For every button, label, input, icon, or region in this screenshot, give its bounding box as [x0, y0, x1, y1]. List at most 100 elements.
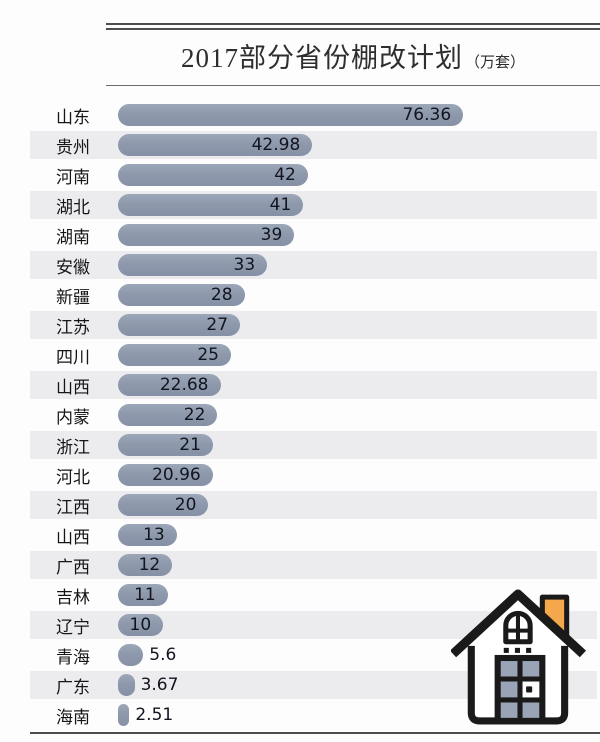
bar: 12 [118, 554, 173, 576]
value-label: 76.36 [402, 105, 452, 125]
bar: 41 [118, 194, 304, 216]
category-label: 广东 [56, 677, 90, 698]
bar-track: 3.67 [118, 670, 600, 700]
category-label: 新疆 [56, 287, 90, 308]
category-label: 湖南 [56, 227, 90, 248]
bar [118, 704, 130, 726]
bar-row: 广西 12 [0, 550, 600, 580]
bar-row: 贵州 42.98 [0, 130, 600, 160]
bar: 21 [118, 434, 213, 456]
category-label: 河北 [56, 467, 90, 488]
bar: 76.36 [118, 104, 464, 126]
bar: 10 [118, 614, 164, 636]
bar-row: 浙江 21 [0, 430, 600, 460]
house-dots [503, 647, 532, 653]
chart-header: 2017部分省份棚改计划 （万套） [106, 36, 600, 82]
bar-row: 湖南 39 [0, 220, 600, 250]
chart-title-unit: （万套） [464, 55, 525, 71]
value-label: 22 [183, 405, 206, 425]
value-label: 25 [197, 345, 219, 365]
category-label: 江西 [56, 497, 90, 518]
bar-track: 27 [118, 310, 600, 340]
value-label: 12 [138, 555, 161, 575]
bar [118, 674, 135, 696]
bar: 13 [118, 524, 177, 546]
bar-row: 山西 22.68 [0, 370, 600, 400]
value-label: 42 [274, 165, 296, 185]
value-label: 22.68 [159, 375, 209, 395]
house-door [494, 654, 546, 724]
bar: 11 [118, 584, 168, 606]
value-label: 20.96 [152, 465, 201, 485]
bar-track: 2.51 [118, 700, 600, 730]
bar: 22 [118, 404, 218, 426]
bar-row: 湖北 41 [0, 190, 600, 220]
category-label: 辽宁 [56, 617, 90, 638]
title-top-double-rule [106, 23, 600, 30]
bar: 27 [118, 314, 241, 336]
value-label: 33 [233, 255, 256, 275]
value-label: 2.51 [135, 705, 174, 725]
category-label: 山东 [56, 107, 90, 128]
bar-row: 山西 13 [0, 520, 600, 550]
bar-track: 76.36 [118, 100, 600, 130]
bar-row: 河北 20.96 [0, 460, 600, 490]
value-label: 27 [206, 315, 229, 335]
value-label: 5.6 [149, 645, 177, 665]
bar: 42.98 [118, 134, 313, 156]
title-underline [106, 85, 600, 86]
bar: 42 [118, 164, 308, 186]
value-label: 28 [210, 285, 233, 305]
bar: 39 [118, 224, 295, 246]
bar-track: 39 [118, 220, 600, 250]
bar-track: 20.96 [118, 460, 600, 490]
bar-track: 22.68 [118, 370, 600, 400]
bar-track: 21 [118, 430, 600, 460]
bar: 20.96 [118, 464, 213, 486]
bar-track: 20 [118, 490, 600, 520]
bar-row: 安徽 33 [0, 250, 600, 280]
bar-track: 33 [118, 250, 600, 280]
bar-track: 11 [118, 580, 600, 610]
bar-row: 内蒙 22 [0, 400, 600, 430]
bar-track: 28 [118, 280, 600, 310]
bar: 25 [118, 344, 231, 366]
house-icon [451, 589, 587, 725]
bar-row: 河南 42 [0, 160, 600, 190]
bar: 33 [118, 254, 268, 276]
bar-track: 25 [118, 340, 600, 370]
value-label: 11 [134, 585, 156, 605]
attic-window-mullions [505, 614, 531, 642]
bar-track: 22 [118, 400, 600, 430]
house-roof [451, 589, 587, 658]
category-label: 海南 [56, 707, 90, 728]
bar: 20 [118, 494, 209, 516]
bar-row: 山东 76.36 [0, 100, 600, 130]
bar-row: 吉林 11 [0, 580, 600, 610]
bar [118, 644, 144, 666]
bar-chart-rows: 山东 76.36 贵州 42.98 河南 42 湖北 41 湖南 39 安徽 33 新疆 28 江苏 27 四川… [0, 100, 600, 730]
category-label: 浙江 [56, 437, 90, 458]
bar-track: 12 [118, 550, 600, 580]
value-label: 20 [174, 495, 197, 515]
bar-track: 5.6 [118, 640, 600, 670]
bar-track: 13 [118, 520, 600, 550]
bar-row: 江西 20 [0, 490, 600, 520]
value-label: 3.67 [140, 675, 179, 695]
category-label: 贵州 [56, 137, 90, 158]
category-label: 山西 [56, 527, 90, 548]
door-knob [526, 686, 533, 693]
chart-title: 2017部分省份棚改计划 [180, 43, 463, 73]
category-label: 河南 [56, 167, 90, 188]
value-label: 21 [179, 435, 201, 455]
category-label: 湖北 [56, 197, 90, 218]
category-label: 江苏 [56, 317, 90, 338]
value-label: 42.98 [251, 135, 301, 155]
bar-track: 42 [118, 160, 600, 190]
category-label: 安徽 [56, 257, 90, 278]
bar: 22.68 [118, 374, 221, 396]
category-label: 广西 [56, 557, 90, 578]
bar-row: 新疆 28 [0, 280, 600, 310]
category-label: 青海 [56, 647, 90, 668]
